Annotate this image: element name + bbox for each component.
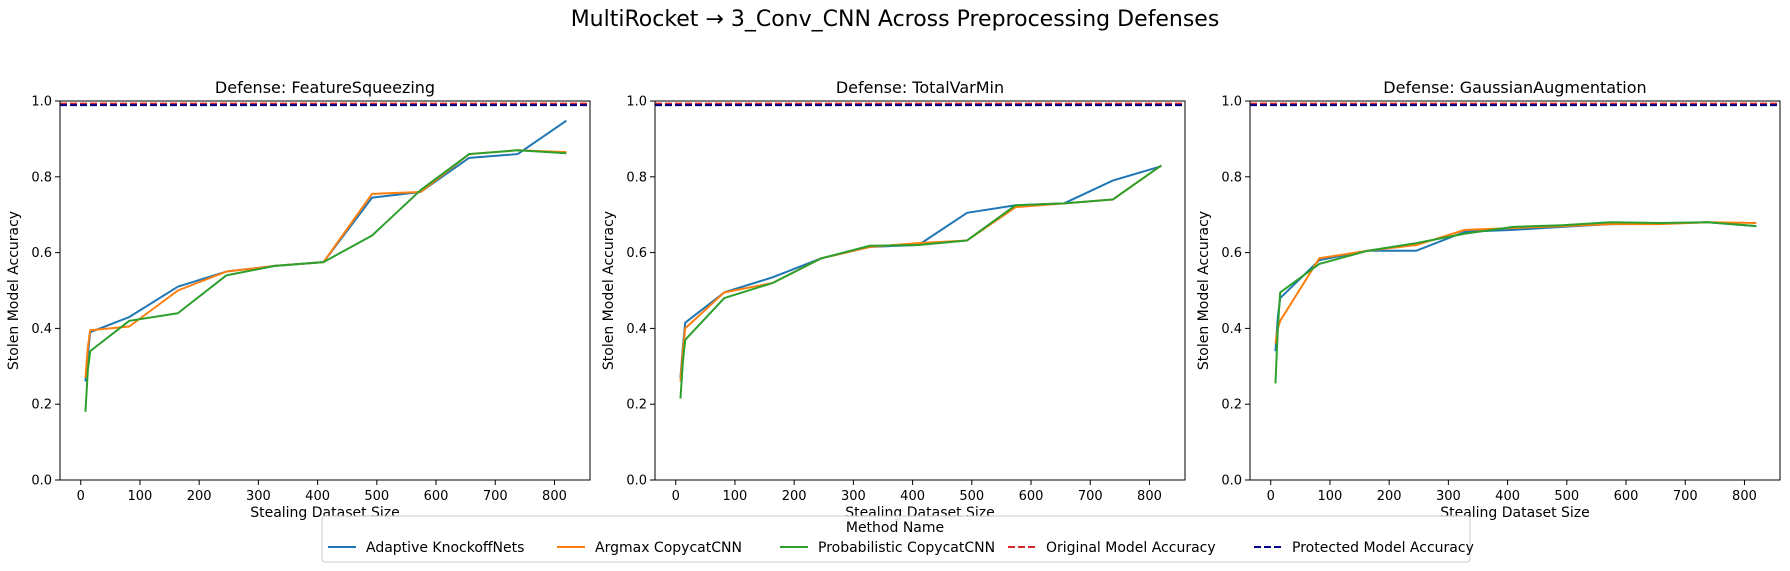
y-tick-label: 0.6 [1221,246,1242,261]
y-tick-label: 1.0 [31,95,52,110]
series-line-argmax-copycatcnn [1274,221,1757,344]
legend-title: Method Name [846,520,944,536]
subplots: Defense: FeatureSqueezing 0 100 200 300 400 50… [6,78,1781,521]
x-tick-label: 0 [1267,489,1275,504]
series-line-adaptive-knockoffnets [1274,221,1757,352]
series-line-adaptive-knockoffnets [84,119,567,382]
y-axis-label: Stolen Model Accuracy [6,211,22,370]
y-tick-label: 0.2 [626,398,647,413]
x-tick-label: 100 [723,489,748,504]
y-tick-label: 1.0 [1221,95,1242,110]
legend: Method Name Adaptive KnockoffNets Argmax C… [321,515,1474,563]
series-line-argmax-copycatcnn [679,164,1162,382]
x-tick-label: 700 [1078,489,1103,504]
x-tick-label: 0 [77,489,85,504]
y-tick-label: 0.0 [626,474,647,489]
x-tick-label: 600 [1614,489,1639,504]
subplot-title: Defense: GaussianAugmentation [1383,78,1646,97]
legend-entry-label: Original Model Accuracy [1046,540,1216,556]
x-tick-label: 300 [841,489,866,504]
y-tick-label: 0.8 [31,170,52,185]
y-axis-label: Stolen Model Accuracy [1196,211,1212,370]
x-tick-label: 600 [1019,489,1044,504]
axes-frame [1249,100,1781,481]
y-tick-label: 1.0 [626,95,647,110]
y-tick-label: 0.2 [31,398,52,413]
series-line-adaptive-knockoffnets [679,165,1162,378]
series-line-probabilistic-copycatcnn [84,149,567,412]
legend-entry-label: Argmax CopycatCNN [595,540,742,556]
legend-entry-label: Protected Model Accuracy [1292,540,1474,556]
x-tick-label: 700 [483,489,508,504]
x-tick-label: 300 [246,489,271,504]
x-tick-label: 500 [959,489,984,504]
series-line-probabilistic-copycatcnn [679,164,1162,399]
y-tick-label: 0.4 [1221,322,1242,337]
series-line-argmax-copycatcnn [84,149,567,378]
legend-entry-label: Adaptive KnockoffNets [366,540,524,556]
y-tick-label: 0.6 [626,246,647,261]
y-tick-label: 0.8 [1221,170,1242,185]
x-tick-label: 400 [900,489,925,504]
subplot-title: Defense: FeatureSqueezing [215,78,435,97]
x-tick-label: 200 [187,489,212,504]
x-tick-label: 300 [1436,489,1461,504]
x-tick-label: 100 [128,489,153,504]
x-tick-label: 200 [1377,489,1402,504]
x-tick-label: 400 [1495,489,1520,504]
y-tick-label: 0.4 [31,322,52,337]
series-line-probabilistic-copycatcnn [1274,221,1757,384]
x-tick-label: 0 [672,489,680,504]
axes-frame [654,100,1186,481]
figure-title: MultiRocket → 3_Conv_CNN Across Preproce… [571,7,1220,32]
legend-box [321,515,1471,563]
x-axis-label: Stealing Dataset Size [1440,505,1590,521]
y-tick-label: 0.4 [626,322,647,337]
x-tick-label: 100 [1318,489,1343,504]
x-tick-label: 600 [424,489,449,504]
x-tick-label: 800 [1137,489,1162,504]
x-tick-label: 800 [542,489,567,504]
y-tick-label: 0.2 [1221,398,1242,413]
y-tick-label: 0.0 [1221,474,1242,489]
x-tick-label: 200 [782,489,807,504]
x-tick-label: 500 [1554,489,1579,504]
subplot-1: Defense: FeatureSqueezing 0 100 200 300 400 50… [6,78,591,521]
plot-lines [1250,102,1780,384]
plot-lines [60,102,590,412]
x-tick-label: 800 [1732,489,1757,504]
y-tick-label: 0.8 [626,170,647,185]
y-tick-label: 0.6 [31,246,52,261]
x-tick-label: 500 [364,489,389,504]
y-tick-label: 0.0 [31,474,52,489]
subplot-3: Defense: GaussianAugmentation 0 100 200 300 4… [1196,78,1781,521]
plot-lines [655,102,1185,399]
legend-entry-label: Probabilistic CopycatCNN [818,540,995,556]
x-tick-label: 700 [1673,489,1698,504]
x-tick-label: 400 [305,489,330,504]
axes-frame [59,100,591,481]
subplot-2: Defense: TotalVarMin 0 100 200 300 400 500 600 7… [601,78,1186,521]
y-axis-label: Stolen Model Accuracy [601,211,617,370]
subplot-title: Defense: TotalVarMin [836,78,1004,97]
